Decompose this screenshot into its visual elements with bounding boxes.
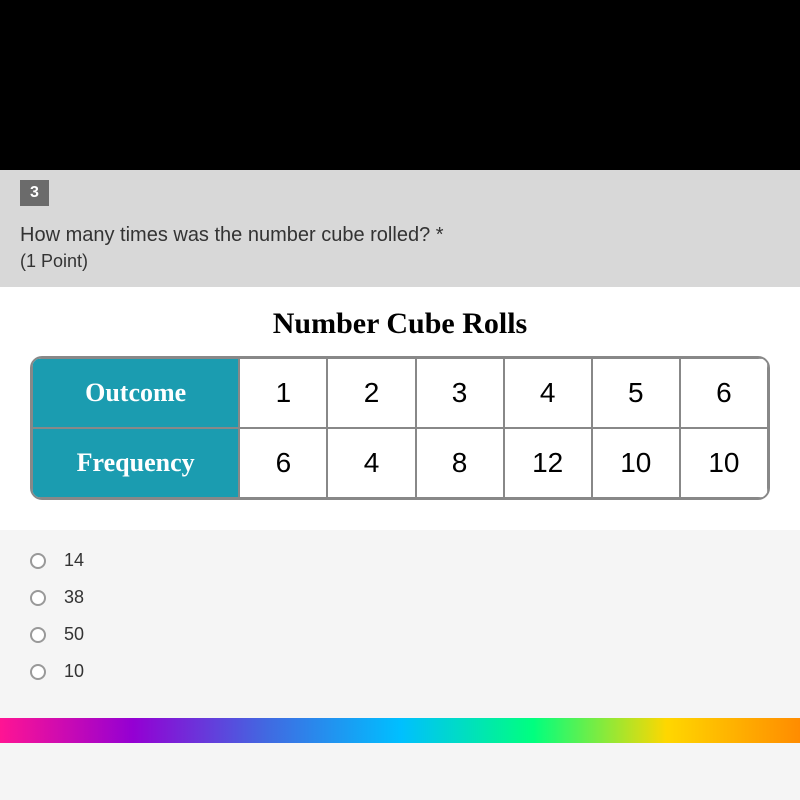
frequency-cell: 12	[504, 428, 592, 498]
frequency-cell: 8	[416, 428, 504, 498]
option-row[interactable]: 10	[30, 661, 770, 682]
table-row: Outcome 1 2 3 4 5 6	[32, 358, 768, 428]
outcome-cell: 4	[504, 358, 592, 428]
question-points: (1 Point)	[20, 251, 780, 272]
outcome-cell: 2	[327, 358, 415, 428]
options-section: 14 38 50 10	[0, 530, 800, 718]
radio-icon[interactable]	[30, 553, 46, 569]
option-label: 14	[64, 550, 84, 571]
frequency-cell: 4	[327, 428, 415, 498]
radio-icon[interactable]	[30, 664, 46, 680]
outcome-header: Outcome	[32, 358, 239, 428]
outcome-cell: 1	[239, 358, 327, 428]
question-text: How many times was the number cube rolle…	[20, 224, 780, 247]
question-number-badge: 3	[20, 180, 49, 206]
option-label: 10	[64, 661, 84, 682]
bottom-gradient-bar	[0, 718, 800, 743]
option-row[interactable]: 50	[30, 624, 770, 645]
option-label: 50	[64, 624, 84, 645]
frequency-cell: 10	[680, 428, 768, 498]
black-bar	[0, 0, 800, 170]
outcome-cell: 6	[680, 358, 768, 428]
radio-icon[interactable]	[30, 627, 46, 643]
outcome-cell: 3	[416, 358, 504, 428]
table-section: Number Cube Rolls Outcome 1 2 3 4 5 6 Fr…	[0, 287, 800, 530]
frequency-cell: 6	[239, 428, 327, 498]
content-area: 3 How many times was the number cube rol…	[0, 170, 800, 718]
frequency-header: Frequency	[32, 428, 239, 498]
table-row: Frequency 6 4 8 12 10 10	[32, 428, 768, 498]
table-title: Number Cube Rolls	[30, 307, 770, 341]
data-table: Outcome 1 2 3 4 5 6 Frequency 6 4 8 12 1…	[30, 356, 770, 500]
option-label: 38	[64, 587, 84, 608]
outcome-cell: 5	[592, 358, 680, 428]
frequency-cell: 10	[592, 428, 680, 498]
option-row[interactable]: 38	[30, 587, 770, 608]
question-header: 3 How many times was the number cube rol…	[0, 170, 800, 287]
option-row[interactable]: 14	[30, 550, 770, 571]
radio-icon[interactable]	[30, 590, 46, 606]
